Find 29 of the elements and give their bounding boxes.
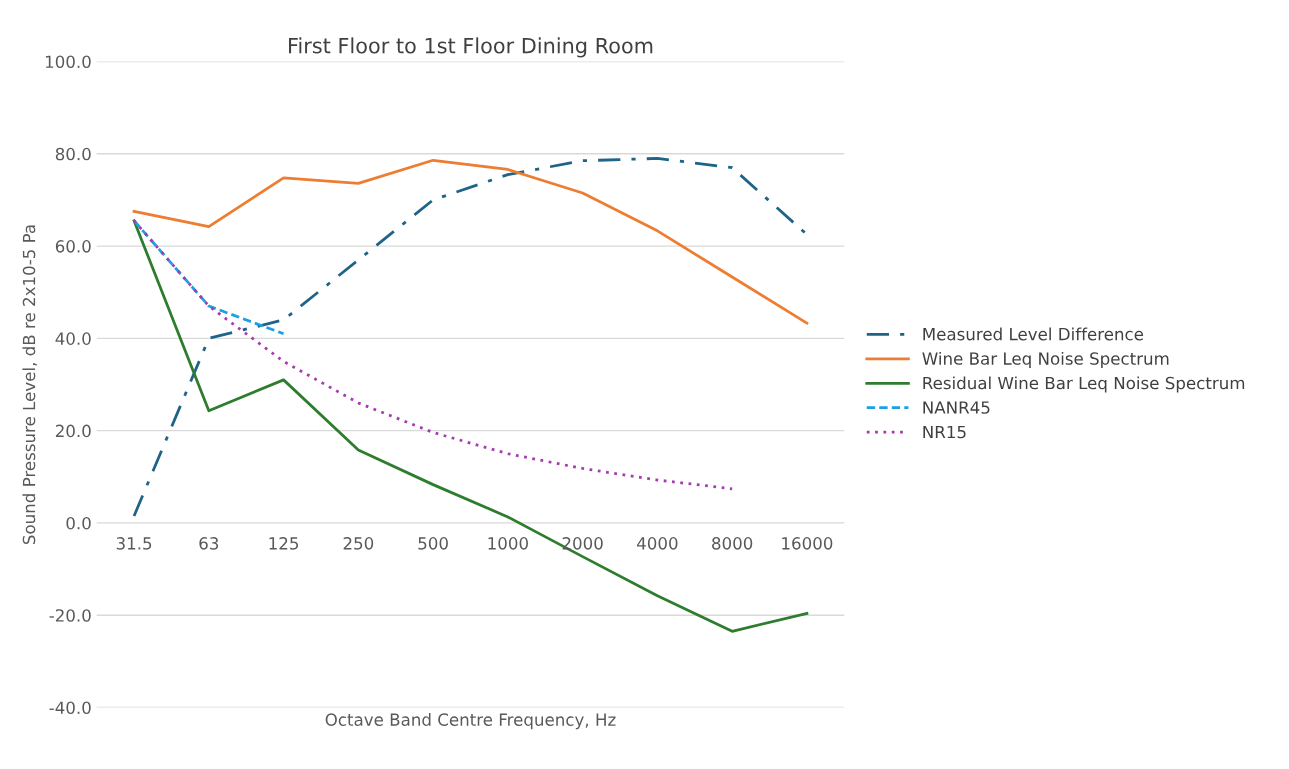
y-tick-label: 20.0: [55, 424, 91, 438]
y-tick-label: -20.0: [49, 609, 91, 622]
x-tick-label: 4000: [637, 537, 678, 550]
legend-label: Wine Bar Leq Noise Spectrum: [922, 351, 1169, 369]
x-tick-label: 63: [199, 537, 219, 550]
y-tick-label: 0.0: [66, 516, 91, 530]
y-tick-label: -40.0: [49, 701, 91, 715]
y-tick-label: 100.0: [45, 55, 91, 69]
x-axis-title: Octave Band Centre Frequency, Hz: [325, 713, 616, 730]
legend-label: Measured Level Difference: [923, 327, 1144, 341]
y-tick-label: 60.0: [55, 240, 91, 253]
x-tick-label: 1000: [488, 537, 528, 550]
x-tick-label: 2000: [562, 537, 603, 550]
x-tick-label: 125: [269, 537, 299, 550]
line-series: [132, 157, 809, 518]
y-tick-label: 80.0: [55, 147, 91, 161]
x-tick-label: 500: [418, 537, 448, 550]
legend-label: NANR45: [923, 401, 990, 414]
y-axis-title: Sound Pressure Level, dB re 2x10-5 Pa: [22, 225, 38, 545]
x-tick-label: 31.5: [116, 537, 152, 550]
x-tick-label: 16000: [782, 537, 833, 550]
x-tick-label: 250: [343, 537, 374, 550]
line-series: [132, 158, 809, 325]
chart-title: First Floor to 1st Floor Dining Room: [289, 37, 653, 58]
y-tick-label: 40.0: [55, 332, 91, 345]
legend-label: NR15: [923, 425, 966, 439]
line-series: [132, 219, 734, 491]
legend-label: Residual Wine Bar Leq Noise Spectrum: [923, 376, 1245, 393]
x-tick-label: 8000: [712, 537, 753, 550]
